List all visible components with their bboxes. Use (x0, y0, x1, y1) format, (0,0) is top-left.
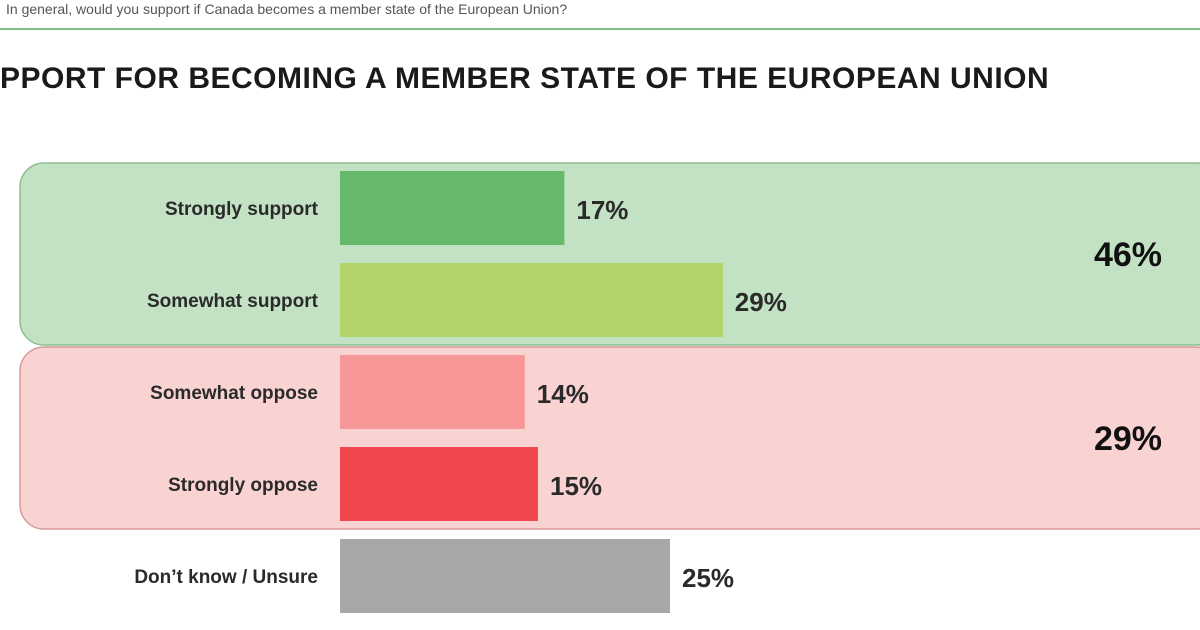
group-panel-2 (19, 346, 1200, 530)
bar-chart: Strongly support 17% Somewhat support 29% So… (19, 162, 1200, 613)
category-label-3: Somewhat oppose (150, 383, 318, 404)
value-label-3: 14% (537, 379, 589, 409)
bar-3 (340, 355, 525, 429)
header-divider (0, 28, 1200, 30)
value-label-5: 25% (682, 563, 734, 593)
group-total-1: 46% (1094, 236, 1162, 274)
chart-title: PPORT FOR BECOMING A MEMBER STATE OF THE… (0, 62, 1050, 95)
value-label-4: 15% (550, 471, 602, 501)
group-panel-1 (19, 162, 1200, 346)
category-label-1: Strongly support (165, 199, 319, 220)
survey-question: In general, would you support if Canada … (6, 1, 568, 17)
bar-2 (340, 263, 723, 337)
category-label-5: Don’t know / Unsure (134, 567, 318, 588)
bar-4 (340, 447, 538, 521)
category-label-4: Strongly oppose (168, 475, 318, 496)
bar-1 (340, 171, 565, 245)
value-label-1: 17% (576, 195, 628, 225)
value-label-2: 29% (735, 287, 787, 317)
category-label-2: Somewhat support (147, 291, 319, 312)
bar-5 (340, 539, 670, 613)
group-total-2: 29% (1094, 420, 1162, 458)
